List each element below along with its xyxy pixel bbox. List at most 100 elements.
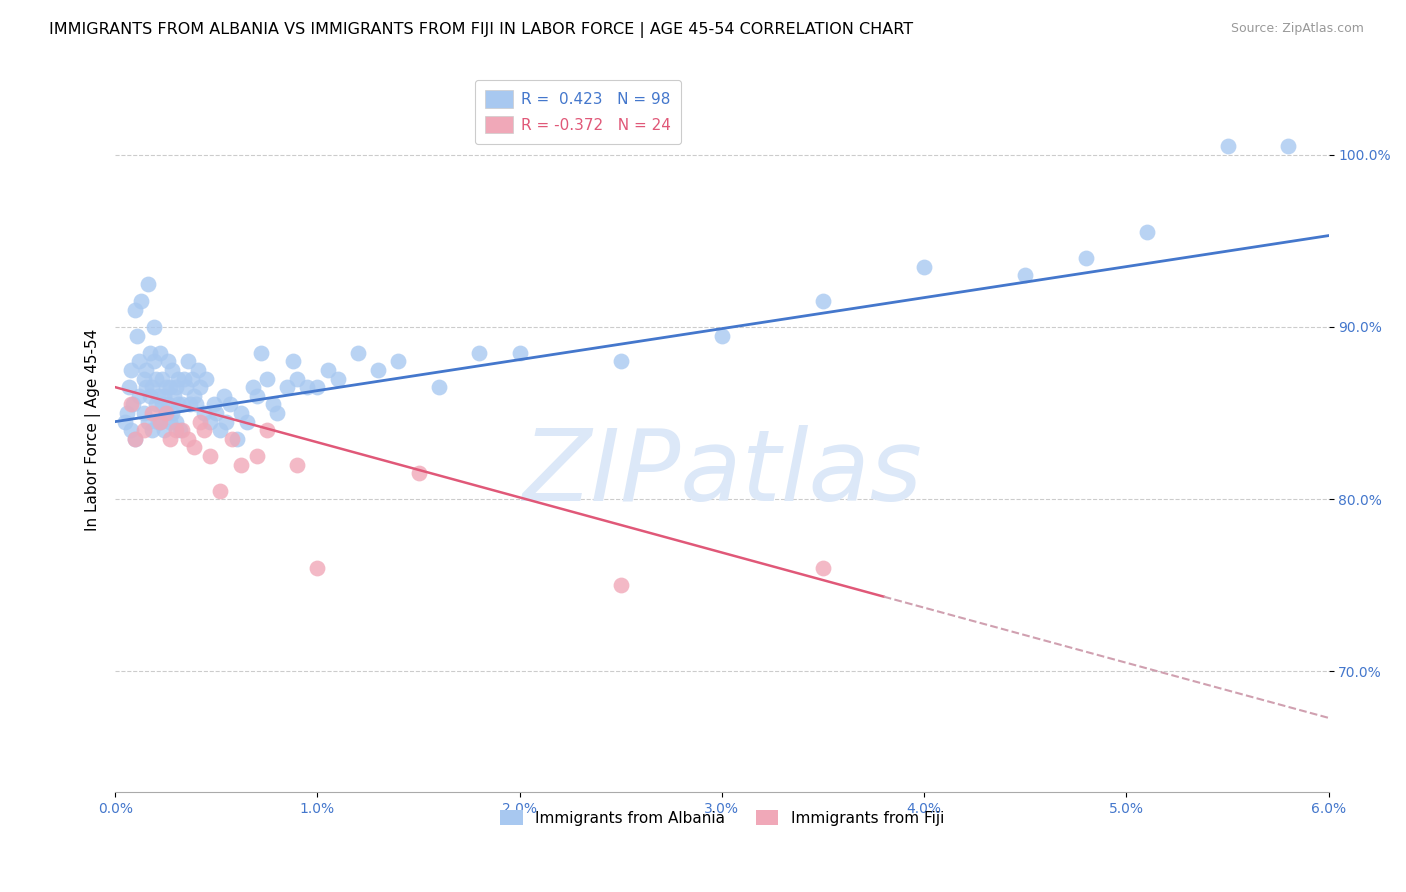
Point	[347, 345, 370, 359]
Point	[142, 319, 165, 334]
Point	[249, 345, 271, 359]
Point	[1074, 251, 1097, 265]
Point	[811, 294, 834, 309]
Point	[209, 423, 232, 437]
Point	[188, 380, 211, 394]
Point	[132, 371, 155, 385]
Point	[155, 406, 177, 420]
Point	[710, 328, 733, 343]
Point	[1136, 225, 1159, 239]
Point	[156, 354, 179, 368]
Point	[276, 380, 298, 394]
Point	[468, 345, 491, 359]
Point	[165, 423, 187, 437]
Point	[136, 277, 159, 291]
Y-axis label: In Labor Force | Age 45-54: In Labor Force | Age 45-54	[86, 329, 101, 532]
Point	[146, 415, 169, 429]
Point	[200, 449, 222, 463]
Point	[188, 415, 211, 429]
Point	[408, 467, 430, 481]
Point	[283, 354, 305, 368]
Point	[200, 415, 222, 429]
Point	[214, 389, 236, 403]
Point	[235, 415, 257, 429]
Point	[135, 363, 157, 377]
Point	[169, 423, 191, 437]
Point	[1014, 268, 1036, 283]
Point	[167, 371, 190, 385]
Point	[193, 406, 215, 420]
Point	[229, 406, 252, 420]
Point	[170, 423, 193, 437]
Point	[152, 423, 174, 437]
Point	[141, 380, 163, 394]
Point	[215, 415, 238, 429]
Point	[165, 415, 187, 429]
Point	[114, 415, 136, 429]
Point	[155, 380, 177, 394]
Point	[256, 423, 278, 437]
Point	[316, 363, 339, 377]
Point	[128, 389, 150, 403]
Point	[195, 371, 218, 385]
Point	[225, 432, 247, 446]
Point	[159, 415, 181, 429]
Point	[184, 397, 207, 411]
Point	[145, 397, 167, 411]
Point	[124, 302, 146, 317]
Point	[427, 380, 450, 394]
Point	[165, 380, 187, 394]
Point	[141, 423, 163, 437]
Point	[167, 397, 190, 411]
Point	[159, 432, 181, 446]
Point	[132, 406, 155, 420]
Point	[177, 354, 200, 368]
Point	[117, 406, 139, 420]
Point	[183, 441, 205, 455]
Point	[120, 397, 142, 411]
Point	[610, 578, 633, 592]
Point	[242, 380, 264, 394]
Point	[229, 458, 252, 472]
Point	[509, 345, 531, 359]
Point	[128, 354, 150, 368]
Point	[205, 406, 228, 420]
Point	[811, 561, 834, 575]
Point	[146, 389, 169, 403]
Text: Source: ZipAtlas.com: Source: ZipAtlas.com	[1230, 22, 1364, 36]
Point	[170, 397, 193, 411]
Point	[187, 363, 209, 377]
Point	[145, 371, 167, 385]
Point	[285, 458, 308, 472]
Point	[118, 380, 141, 394]
Text: ZIPatlas: ZIPatlas	[522, 425, 922, 522]
Point	[160, 406, 183, 420]
Point	[1277, 139, 1299, 153]
Point	[124, 432, 146, 446]
Point	[326, 371, 349, 385]
Point	[141, 406, 163, 420]
Point	[246, 389, 269, 403]
Point	[159, 380, 181, 394]
Point	[179, 397, 201, 411]
Point	[120, 423, 142, 437]
Point	[209, 483, 232, 498]
Point	[256, 371, 278, 385]
Point	[156, 397, 179, 411]
Point	[307, 561, 329, 575]
Point	[152, 389, 174, 403]
Point	[142, 354, 165, 368]
Point	[266, 406, 288, 420]
Point	[262, 397, 284, 411]
Point	[307, 380, 329, 394]
Point	[367, 363, 389, 377]
Point	[150, 397, 173, 411]
Point	[177, 432, 200, 446]
Point	[173, 371, 195, 385]
Point	[122, 397, 145, 411]
Point	[221, 432, 243, 446]
Point	[219, 397, 242, 411]
Point	[135, 380, 157, 394]
Point	[610, 354, 633, 368]
Point	[174, 380, 197, 394]
